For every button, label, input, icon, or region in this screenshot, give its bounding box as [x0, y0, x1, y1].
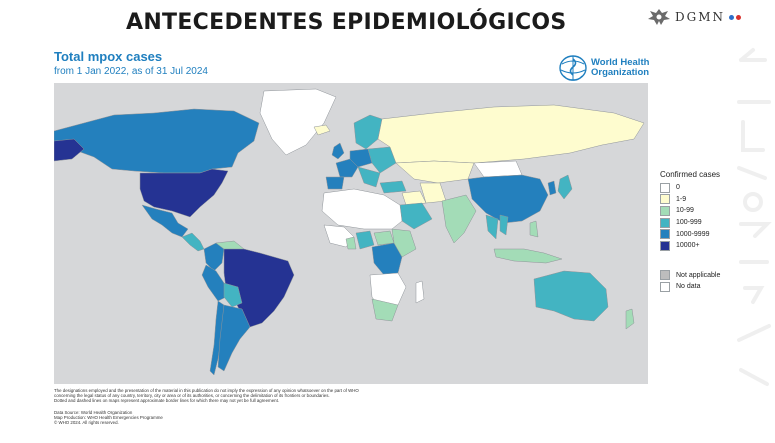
- region-central-america: [181, 232, 205, 252]
- legend-item: 1-9: [660, 194, 740, 206]
- region-scandinavia: [353, 114, 383, 150]
- brand-dot-blue: [729, 14, 734, 20]
- region-greenland: [259, 88, 337, 156]
- map-source: Data Source: World Health Organization M…: [54, 410, 254, 426]
- legend-swatch: [660, 270, 670, 281]
- legend-label: 10-99: [676, 207, 694, 215]
- brand-dot-red: [736, 14, 741, 20]
- region-canada: [54, 108, 260, 174]
- who-name-line1: World Health: [591, 57, 650, 68]
- region-south-africa: [371, 298, 399, 322]
- region-nigeria: [355, 230, 375, 250]
- legend-label: 1-9: [676, 195, 687, 203]
- legend-item: 10-99: [660, 205, 740, 217]
- region-middle-east: [401, 190, 427, 206]
- legend-swatch: [660, 229, 670, 240]
- world-map: [54, 83, 648, 384]
- region-madagascar: [415, 280, 425, 304]
- legend-swatch: [660, 205, 670, 216]
- region-germany: [349, 148, 373, 168]
- legend-swatch: [660, 240, 670, 251]
- region-argentina: [217, 304, 251, 372]
- source-line: © WHO 2024. All rights reserved.: [54, 420, 119, 426]
- legend-label: 0: [676, 184, 680, 192]
- region-central-asia: [395, 160, 475, 184]
- region-viet-nam: [499, 214, 509, 236]
- region-ghana: [345, 236, 357, 250]
- source-line: Map Production: WHO Health Emergencies P…: [54, 415, 163, 421]
- region-iceland: [313, 124, 331, 136]
- region-korea: [547, 180, 557, 196]
- brand-name: DGMN: [675, 10, 725, 24]
- legend-label: No data: [676, 283, 701, 291]
- region-philippines: [529, 220, 539, 238]
- legend-title: Confirmed cases: [660, 170, 721, 179]
- disclaimer-line: The designations employed and the presen…: [54, 388, 359, 393]
- who-emblem-icon: [559, 55, 587, 81]
- region-east-africa: [391, 228, 417, 258]
- region-indonesia: [493, 248, 563, 264]
- legend-item: 100-999: [660, 217, 740, 229]
- region-mexico: [141, 204, 189, 238]
- legend-item: 0: [660, 182, 740, 194]
- region-united-kingdom: [331, 142, 345, 160]
- disclaimer-line: Dotted and dashed lines on maps represen…: [54, 398, 280, 404]
- who-name-line2: Organization: [591, 67, 650, 78]
- disclaimer-line: concerning the legal status of any count…: [54, 393, 330, 399]
- region-north-africa: [321, 188, 403, 230]
- legend-label: 10000+: [676, 242, 700, 250]
- region-italy-balkans: [357, 166, 381, 188]
- legend-swatch: [660, 281, 670, 292]
- region-australia: [533, 270, 609, 322]
- region-france: [335, 158, 359, 178]
- region-alaska: [54, 138, 85, 162]
- world-map-svg: [54, 88, 645, 376]
- legend-swatch: [660, 217, 670, 228]
- region-mongolia: [473, 160, 523, 178]
- map-subtitle: from 1 Jan 2022, as of 31 Jul 2024: [54, 66, 208, 77]
- decorative-sidebar-pattern: [737, 48, 772, 386]
- slide-title: ANTECEDENTES EPIDEMIOLÓGICOS: [126, 10, 567, 35]
- who-logo: World Health Organization: [558, 54, 655, 82]
- crest-icon: [648, 9, 670, 25]
- region-thailand: [485, 214, 499, 240]
- region-russia: [377, 104, 645, 164]
- region-united-states: [139, 168, 229, 218]
- legend-item: 10000+: [660, 240, 740, 252]
- legend-label: 100-999: [676, 219, 702, 227]
- map-title: Total mpox cases: [54, 49, 163, 64]
- region-peru: [201, 264, 227, 302]
- legend-label: 1000-9999: [676, 230, 710, 238]
- region-india: [441, 194, 477, 244]
- region-japan: [557, 174, 573, 200]
- legend-item: 1000-9999: [660, 228, 740, 240]
- legend-label: Not applicable: [676, 271, 721, 279]
- map-disclaimer: The designations employed and the presen…: [54, 388, 414, 404]
- who-name: World Health Organization: [591, 58, 655, 78]
- region-new-zealand: [625, 308, 635, 330]
- region-china: [467, 174, 549, 224]
- region-central-african-republic: [373, 230, 395, 246]
- region-saudi-arabia: [399, 202, 433, 230]
- map-legend: Confirmed cases 0 1-9 10-99 100-999 1000…: [660, 170, 740, 293]
- legend-swatch: [660, 194, 670, 205]
- region-turkiye: [379, 180, 407, 194]
- region-eastern-europe: [367, 146, 397, 174]
- source-line: Data Source: World Health Organization: [54, 410, 133, 415]
- legend-item-not-applicable: Not applicable: [660, 270, 740, 282]
- legend-swatch: [660, 182, 670, 193]
- region-bolivia: [223, 282, 243, 308]
- region-spain: [325, 176, 345, 190]
- legend-item-no-data: No data: [660, 281, 740, 293]
- brand-logo: DGMN: [646, 6, 741, 28]
